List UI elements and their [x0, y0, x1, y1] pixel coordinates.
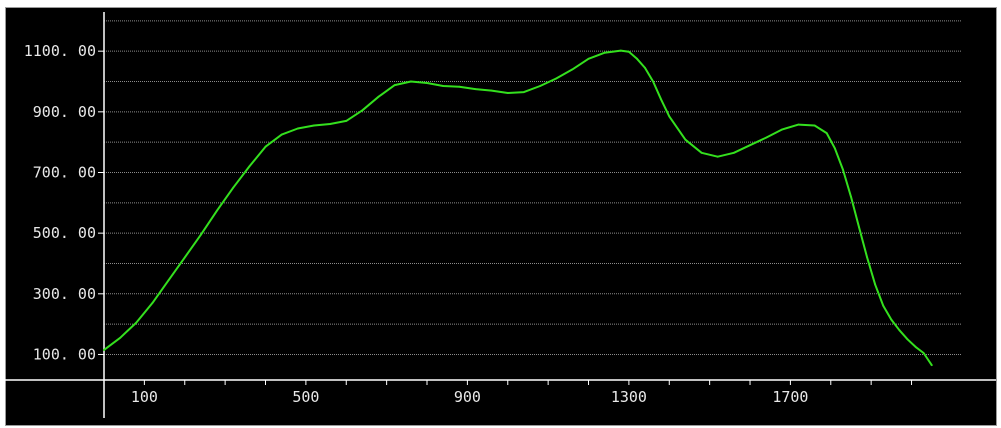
axes	[5, 12, 996, 418]
data-point	[523, 91, 525, 93]
data-point	[898, 329, 901, 332]
data-point	[539, 85, 541, 87]
x-tick-label: 1300	[611, 388, 647, 406]
data-point	[914, 346, 917, 348]
data-point	[833, 147, 836, 150]
x-tick-label: 900	[454, 388, 481, 406]
data-point	[506, 92, 509, 94]
data-point	[393, 84, 396, 86]
data-point	[668, 115, 671, 118]
data-point	[587, 57, 590, 60]
data-point	[135, 321, 138, 324]
tick-labels: 100. 00 300. 00 500. 00 700. 00 900. 00 1100.…	[24, 42, 809, 406]
data-point	[906, 338, 909, 341]
data-point	[882, 305, 885, 307]
data-point	[733, 151, 735, 154]
data-point	[555, 77, 558, 80]
data-point	[842, 168, 844, 171]
x-tick-label: 1700	[772, 388, 808, 406]
data-point	[765, 136, 768, 139]
data-point	[716, 155, 719, 158]
data-point	[858, 226, 860, 229]
data-point	[619, 49, 622, 52]
data-point	[313, 124, 315, 127]
data-point	[652, 80, 654, 83]
data-point	[216, 209, 219, 212]
data-point	[167, 279, 170, 282]
data-point	[644, 67, 646, 69]
data-point	[474, 88, 477, 90]
data-point	[636, 57, 638, 60]
y-tick-label: 700. 00	[33, 163, 96, 181]
data-point	[329, 123, 331, 125]
data-point	[183, 256, 186, 259]
y-tick-label: 900. 00	[33, 103, 96, 121]
data-point	[866, 256, 868, 259]
data-point	[377, 95, 380, 98]
x-tick-label: 500	[292, 388, 319, 406]
data-point	[264, 145, 267, 148]
gridlines	[104, 20, 962, 355]
y-tick-label: 1100. 00	[24, 42, 96, 60]
data-point	[628, 50, 630, 53]
y-tick-label: 500. 00	[33, 224, 96, 242]
data-point	[345, 120, 348, 122]
data-point	[797, 123, 800, 126]
chart-frame	[5, 7, 997, 426]
data-point	[749, 144, 751, 147]
data-point	[200, 233, 202, 236]
series-layer	[103, 49, 933, 367]
data-point	[890, 318, 893, 321]
data-point	[700, 151, 703, 154]
data-point	[850, 195, 852, 198]
data-point	[813, 124, 816, 127]
data-point	[930, 364, 933, 366]
data-point	[426, 82, 428, 84]
data-point	[825, 132, 828, 135]
data-point	[874, 283, 877, 286]
data-point	[296, 127, 299, 130]
y-tick-label: 100. 00	[33, 345, 96, 363]
data-point	[410, 80, 412, 83]
data-point	[248, 165, 251, 168]
data-point	[490, 89, 493, 92]
data-point	[922, 352, 925, 354]
data-point	[361, 109, 364, 112]
data-point	[103, 349, 105, 351]
data-point	[660, 98, 663, 101]
data-point	[151, 302, 154, 304]
data-point	[280, 133, 283, 136]
data-point	[458, 85, 461, 88]
data-point	[603, 51, 606, 54]
series-line	[103, 49, 933, 367]
data-point	[119, 336, 122, 339]
data-point	[571, 68, 574, 71]
data-point	[442, 85, 445, 87]
data-point	[781, 128, 784, 131]
data-point	[232, 186, 235, 189]
data-point	[684, 138, 687, 141]
y-tick-label: 300. 00	[33, 285, 96, 303]
x-tick-label: 100	[131, 388, 158, 406]
